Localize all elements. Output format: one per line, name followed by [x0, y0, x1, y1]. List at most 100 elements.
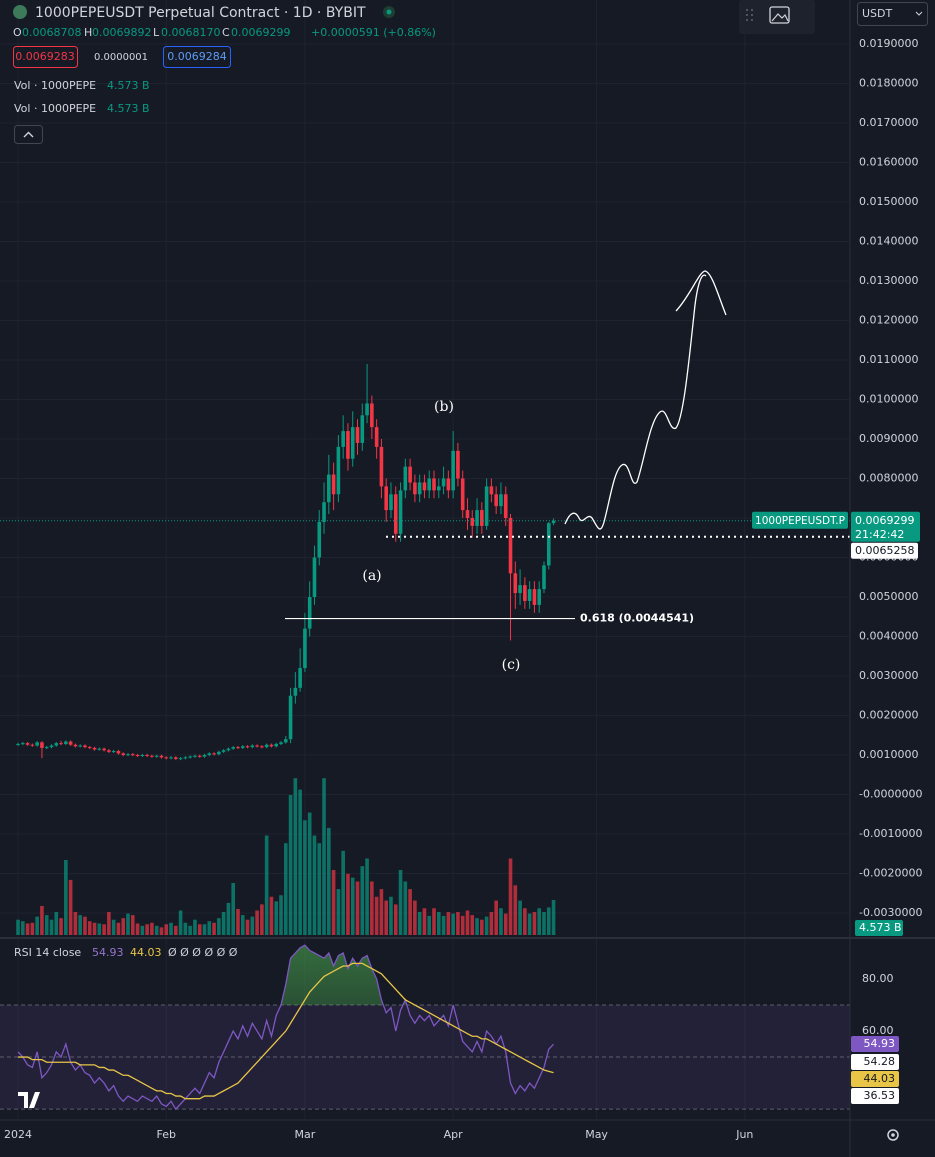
candle-body: [59, 743, 63, 745]
candle-body: [365, 403, 369, 416]
ohlc-value: 0.0069299: [231, 26, 291, 39]
volume-bar: [116, 922, 121, 935]
volume-bar: [283, 843, 288, 935]
buy-price[interactable]: 0.0069284: [167, 50, 227, 63]
rsi-tick-label: 60.00: [862, 1024, 894, 1037]
snapshot-icon[interactable]: [769, 6, 790, 24]
volume-bar: [92, 922, 97, 935]
volume-bar: [193, 919, 197, 935]
y-tick-label: 0.0140000: [859, 234, 919, 247]
sell-button[interactable]: [13, 46, 78, 68]
candle-body: [97, 748, 102, 750]
y-tick-label: -0.0010000: [859, 827, 922, 840]
volume-bar: [264, 835, 269, 935]
candle-body: [140, 754, 145, 756]
candle-body: [413, 482, 417, 495]
volume-bar: [489, 912, 494, 935]
volume-bar: [202, 924, 207, 935]
volume-bar: [145, 924, 149, 935]
candle-body: [178, 758, 183, 760]
candle-body: [40, 742, 44, 748]
volume-bar: [121, 918, 126, 935]
candle-body: [174, 757, 178, 759]
volume-bar: [499, 908, 503, 935]
volume-bar: [59, 918, 63, 935]
candle-body: [427, 478, 432, 491]
candle-body: [384, 486, 388, 511]
volume-bar: [303, 820, 307, 935]
candle-body: [255, 745, 259, 747]
y-tick-label: 0.0180000: [859, 76, 919, 89]
volume-bar: [255, 910, 259, 935]
candle-body: [92, 747, 97, 750]
volume-bar: [446, 912, 451, 935]
projection-arrow: [675, 270, 727, 316]
candle-body: [107, 750, 111, 752]
volume-bar: [360, 866, 365, 935]
settings-icon[interactable]: [887, 1129, 899, 1141]
volume-bar: [398, 869, 403, 935]
volume-bar: [374, 896, 379, 935]
volume-bar: [408, 889, 412, 935]
candle-body: [169, 757, 173, 759]
sell-price[interactable]: 0.0069283: [15, 50, 75, 63]
volume-bar: [73, 912, 78, 935]
toolbar: [739, 0, 815, 34]
volume-bar: [551, 900, 556, 935]
candle-body: [374, 427, 379, 447]
candle-body: [231, 747, 235, 749]
candle-body: [360, 415, 365, 443]
candle-body: [64, 741, 68, 744]
candle-body: [250, 745, 255, 748]
y-tick-label: 0.0150000: [859, 195, 919, 208]
volume-bar: [279, 895, 283, 935]
candle-body: [279, 742, 283, 744]
x-tick-label: Apr: [444, 1128, 464, 1141]
buy-button[interactable]: [163, 46, 231, 68]
volume-bar: [413, 900, 417, 935]
symbol-icon: [13, 5, 27, 19]
candle-body: [30, 744, 35, 746]
candle-body: [322, 502, 326, 522]
volume-bar: [441, 915, 446, 935]
candle-body: [260, 746, 264, 748]
symbol-tag-bg: [752, 511, 848, 529]
currency-label[interactable]: USDT: [862, 7, 893, 20]
candle-body: [436, 486, 441, 491]
candle-body: [346, 431, 350, 459]
volume-legend-value: 4.573 B: [107, 102, 150, 115]
currency-select[interactable]: [857, 2, 928, 26]
volume-bar: [269, 896, 274, 935]
ohlc-letter: O: [13, 26, 22, 39]
rsi-overbought-fill: [281, 945, 407, 1006]
volume-bar: [503, 913, 508, 935]
candle-body: [456, 450, 460, 479]
volume-bar: [518, 900, 522, 935]
volume-bar: [523, 908, 527, 935]
volume-bar: [350, 877, 355, 935]
candle-body: [312, 557, 317, 597]
candle-body: [154, 755, 159, 757]
candle-body: [446, 478, 451, 491]
collapse-icon: [23, 131, 34, 138]
candle-body: [269, 744, 274, 747]
volume-bar: [417, 912, 422, 935]
candle-body: [518, 585, 522, 594]
volume-bar: [140, 925, 145, 935]
price-tag-bg: [851, 511, 920, 542]
candle-body: [116, 751, 121, 754]
candle-body: [465, 510, 470, 518]
y-tick-label: 0.0110000: [859, 353, 919, 366]
volume-bar: [346, 873, 350, 935]
rsi-value: 54.93: [92, 946, 124, 959]
candle-body: [236, 747, 240, 749]
projection-path: [564, 274, 707, 530]
candle-body: [432, 478, 436, 491]
collapse-button[interactable]: [14, 125, 43, 144]
volume-bar: [480, 919, 484, 935]
price-tag: 0.0069299: [855, 514, 915, 527]
drag-handle[interactable]: [746, 9, 753, 21]
volume-bar: [78, 915, 82, 935]
volume-bar: [470, 915, 475, 935]
